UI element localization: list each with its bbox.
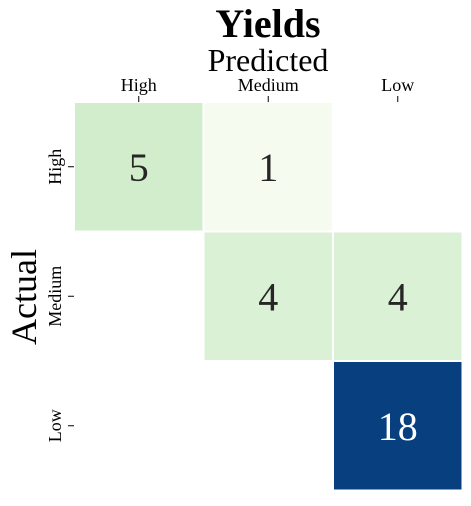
x-tick-label: Medium — [238, 75, 299, 95]
chart-title: Yields — [215, 1, 320, 46]
cell-value-label: 1 — [258, 145, 278, 190]
heatmap-cell-medium-medium — [202, 230, 334, 362]
x-tick-label: Low — [381, 75, 414, 95]
cell-value-label: 4 — [258, 274, 278, 319]
y-tick-label: Low — [45, 409, 65, 442]
y-axis-ticks: High Medium Low — [45, 149, 74, 442]
cell-value-label: 5 — [129, 145, 149, 190]
heatmap-cell-low-high — [73, 360, 205, 492]
x-axis-ticks: High Medium Low — [121, 75, 414, 102]
x-tick-label: High — [121, 75, 157, 95]
heatmap-cell-low-medium — [202, 360, 334, 492]
heatmap-cell-high-medium — [202, 101, 334, 233]
heatmap-cell-high-high — [73, 101, 205, 233]
cell-value-label: 4 — [388, 274, 408, 319]
x-axis-label: Predicted — [208, 42, 329, 78]
heatmap-cell-medium-low — [332, 230, 464, 362]
y-axis-label: Actual — [4, 249, 44, 345]
y-tick-label: Medium — [45, 266, 65, 327]
heatmap-cell-low-low — [332, 360, 464, 492]
heatmap-cells: 5 1 4 4 18 — [73, 101, 464, 492]
heatmap-cell-medium-high — [73, 230, 205, 362]
cell-value-label: 18 — [378, 404, 418, 449]
y-tick-label: High — [45, 149, 65, 185]
heatmap-cell-high-low — [332, 101, 464, 233]
